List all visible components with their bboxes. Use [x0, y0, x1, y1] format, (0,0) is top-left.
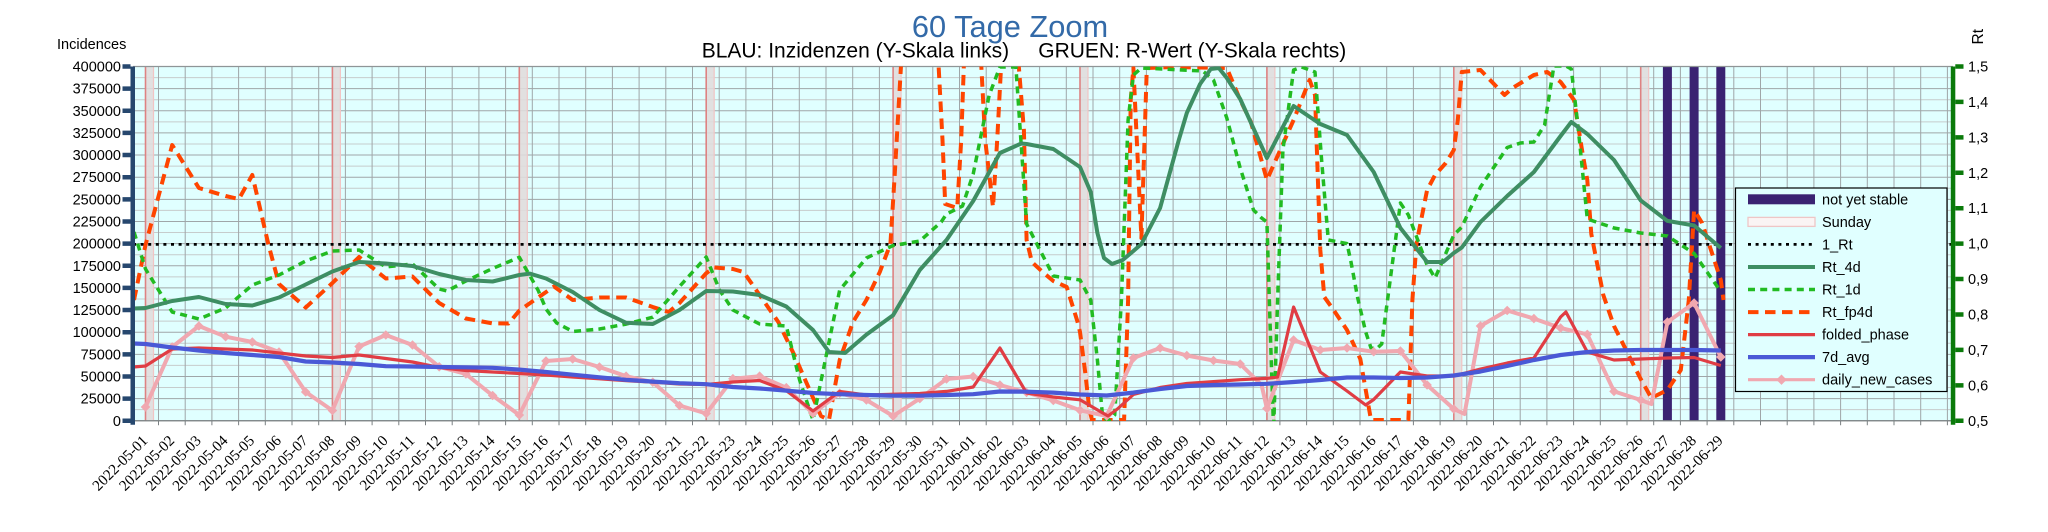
svg-text:0,6: 0,6 — [1968, 378, 1988, 394]
svg-text:1,0: 1,0 — [1968, 237, 1988, 253]
svg-text:1,2: 1,2 — [1968, 166, 1988, 182]
svg-text:200000: 200000 — [73, 237, 121, 253]
svg-text:Rt_4d: Rt_4d — [1822, 260, 1861, 276]
svg-text:daily_new_cases: daily_new_cases — [1822, 373, 1932, 389]
svg-text:0,9: 0,9 — [1968, 272, 1988, 288]
svg-text:1,3: 1,3 — [1968, 130, 1988, 146]
svg-text:Rt_1d: Rt_1d — [1822, 283, 1861, 299]
svg-text:325000: 325000 — [73, 126, 121, 142]
svg-text:350000: 350000 — [73, 104, 121, 120]
svg-text:Sunday: Sunday — [1822, 215, 1872, 231]
svg-text:Incidences: Incidences — [57, 37, 126, 53]
svg-text:0: 0 — [113, 414, 121, 430]
svg-text:1,5: 1,5 — [1968, 60, 1988, 76]
svg-text:60 Tage Zoom: 60 Tage Zoom — [912, 9, 1108, 44]
svg-text:300000: 300000 — [73, 148, 121, 164]
svg-text:25000: 25000 — [81, 392, 121, 408]
svg-text:225000: 225000 — [73, 215, 121, 231]
svg-text:Rt: Rt — [1970, 28, 1987, 44]
svg-text:1,1: 1,1 — [1968, 201, 1988, 217]
svg-text:100000: 100000 — [73, 325, 121, 341]
svg-text:375000: 375000 — [73, 82, 121, 98]
svg-text:folded_phase: folded_phase — [1822, 328, 1909, 344]
svg-text:250000: 250000 — [73, 192, 121, 208]
svg-text:175000: 175000 — [73, 259, 121, 275]
svg-text:0,5: 0,5 — [1968, 414, 1988, 430]
svg-text:not yet stable: not yet stable — [1822, 192, 1908, 208]
svg-text:150000: 150000 — [73, 281, 121, 297]
svg-text:1,4: 1,4 — [1968, 95, 1988, 111]
svg-text:75000: 75000 — [81, 347, 121, 363]
svg-text:400000: 400000 — [73, 60, 121, 76]
svg-text:0,8: 0,8 — [1968, 308, 1988, 324]
svg-text:50000: 50000 — [81, 370, 121, 386]
svg-text:275000: 275000 — [73, 170, 121, 186]
svg-text:1_Rt: 1_Rt — [1822, 237, 1853, 253]
svg-text:BLAU: Inzidenzen (Y-Skala link: BLAU: Inzidenzen (Y-Skala links) GRUEN: … — [702, 40, 1347, 63]
svg-text:Rt_fp4d: Rt_fp4d — [1822, 305, 1873, 321]
svg-text:7d_avg: 7d_avg — [1822, 350, 1870, 366]
svg-text:125000: 125000 — [73, 303, 121, 319]
svg-text:0,7: 0,7 — [1968, 343, 1988, 359]
